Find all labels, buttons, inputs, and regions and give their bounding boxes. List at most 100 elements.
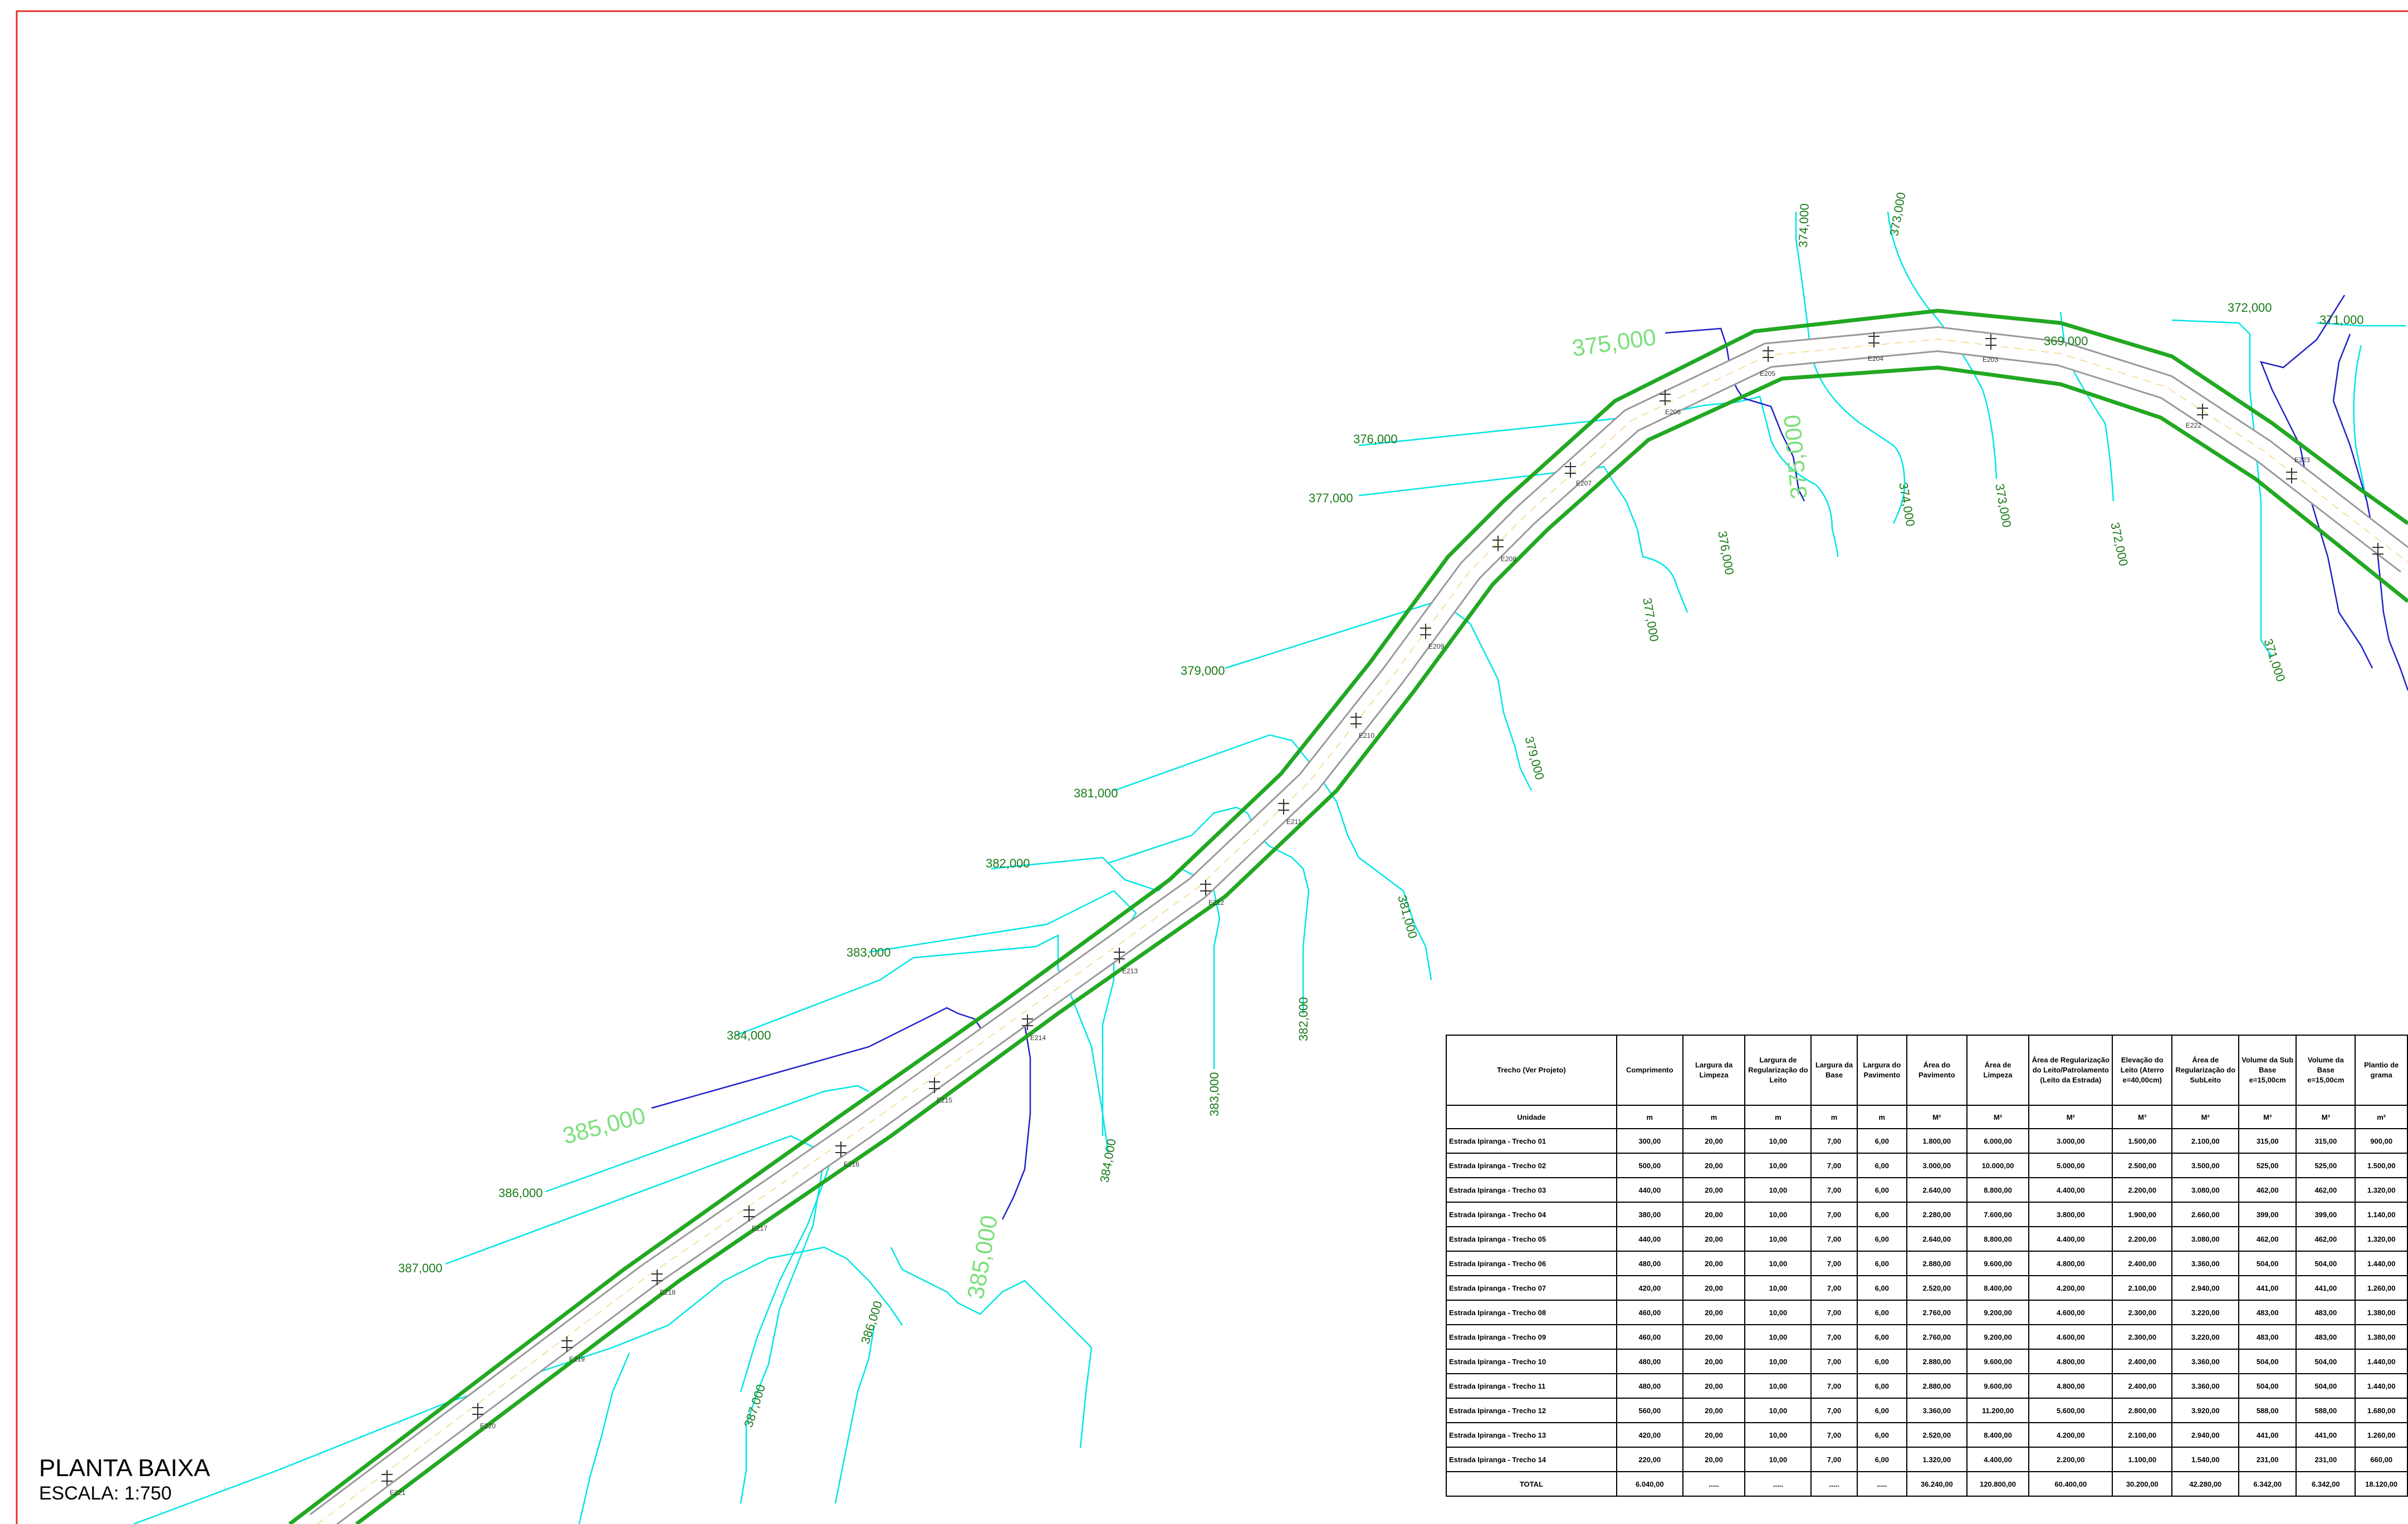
station-marker: E214 (1022, 1015, 1046, 1042)
table-cell: 2.200,00 (2028, 1447, 2113, 1472)
table-cell: 2.640,00 (1906, 1177, 1967, 1203)
row-label: Estrada Ipiranga - Trecho 02 (1446, 1153, 1617, 1178)
station-label: E205 (1760, 370, 1775, 378)
total-row: TOTAL 6.040,00.................... 36.240,… (1446, 1471, 2408, 1497)
table-cell: 2.400,00 (2112, 1373, 2173, 1399)
contour-label: 377,000 (1309, 491, 1353, 505)
contour-label: 382,000 (1296, 997, 1310, 1041)
table-cell: 4.200,00 (2028, 1275, 2113, 1301)
col-header: Largura de Regularização do Leito (1744, 1035, 1812, 1106)
col-header: Trecho (Ver Projeto) (1446, 1035, 1617, 1106)
table-cell: 11.200,00 (1966, 1398, 2030, 1423)
table-cell: 2.100,00 (2112, 1275, 2173, 1301)
table-cell: 10,00 (1744, 1128, 1812, 1154)
table-cell: 10,00 (1744, 1349, 1812, 1374)
table-cell: 3.000,00 (1906, 1153, 1967, 1178)
table-cell: 7,00 (1810, 1128, 1858, 1154)
table-cell: 3.080,00 (2171, 1177, 2240, 1203)
table-cell: 1.320,00 (1906, 1447, 1967, 1472)
table-cell: 6,00 (1856, 1177, 1908, 1203)
units-cell: m² (2355, 1105, 2408, 1129)
table-cell: 10,00 (1744, 1373, 1812, 1399)
table-cell: 1.500,00 (2355, 1153, 2408, 1178)
table-cell: 504,00 (2238, 1373, 2297, 1399)
contour-label: 382,000 (986, 856, 1030, 870)
table-cell: 9.600,00 (1966, 1349, 2030, 1374)
table-cell: 9.200,00 (1966, 1324, 2030, 1350)
contour-label: 377,000 (1640, 597, 1661, 643)
station-marker: E217 (743, 1206, 767, 1232)
table-cell: 4.400,00 (2028, 1177, 2113, 1203)
table-row: Estrada Ipiranga - Trecho 13 420,00 20,00 1… (1446, 1422, 2408, 1448)
table-cell: 10,00 (1744, 1300, 1812, 1325)
table-cell: 9.600,00 (1966, 1373, 2030, 1399)
table-cell: 2.940,00 (2171, 1275, 2240, 1301)
station-marker: E220 (472, 1403, 496, 1430)
station-marker: E223 (2286, 456, 2310, 483)
table-cell: 1.440,00 (2355, 1251, 2408, 1276)
row-label: Estrada Ipiranga - Trecho 13 (1446, 1422, 1617, 1448)
table-cell: 36.240,00 (1906, 1471, 1967, 1497)
col-header: Plantio de grama (2355, 1035, 2408, 1106)
table-cell: ..... (1856, 1471, 1908, 1497)
table-cell: 3.080,00 (2171, 1226, 2240, 1252)
table-cell: 6,00 (1856, 1373, 1908, 1399)
contour-label: 373,000 (1993, 483, 2014, 529)
table-cell: 462,00 (2296, 1226, 2356, 1252)
table-cell: 5.600,00 (2028, 1398, 2113, 1423)
table-row: Estrada Ipiranga - Trecho 14 220,00 20,00 1… (1446, 1447, 2408, 1472)
col-header: Elevação do Leito (Aterro e=40,00cm) (2112, 1035, 2173, 1106)
road-edge-left (288, 308, 2408, 1524)
station-label: E217 (752, 1224, 767, 1232)
title-block: PLANTA BAIXA ESCALA: 1:750 (39, 1454, 210, 1505)
station-label: E221 (390, 1489, 405, 1497)
table-cell: 1.260,00 (2355, 1275, 2408, 1301)
table-cell: 10,00 (1744, 1226, 1812, 1252)
table-cell: 5.000,00 (2028, 1153, 2113, 1178)
station-marker: E216 (835, 1141, 859, 1168)
table-cell: 6,00 (1856, 1275, 1908, 1301)
row-label: Estrada Ipiranga - Trecho 01 (1446, 1128, 1617, 1154)
table-cell: 420,00 (1616, 1275, 1683, 1301)
station-marker: E208 (1492, 536, 1516, 563)
table-cell: 483,00 (2296, 1324, 2356, 1350)
table-cell: 504,00 (2296, 1349, 2356, 1374)
contour-label: 381,000 (1395, 894, 1420, 940)
table-cell: 220,00 (1616, 1447, 1683, 1472)
table-cell: 10,00 (1744, 1177, 1812, 1203)
contour-label-major: 375,000 (1570, 324, 1658, 361)
table-cell: 7,00 (1810, 1398, 1858, 1423)
units-cell: m (1744, 1105, 1812, 1129)
station-label: E214 (1030, 1034, 1046, 1042)
station-label: E206 (1665, 408, 1681, 416)
station-marker: E207 (1565, 462, 1592, 487)
table-cell: 20,00 (1682, 1300, 1746, 1325)
table-cell: 42.280,00 (2171, 1471, 2240, 1497)
table-cell: 6,00 (1856, 1202, 1908, 1227)
table-cell: 10,00 (1744, 1324, 1812, 1350)
table-cell: 441,00 (2296, 1422, 2356, 1448)
table-cell: 462,00 (2238, 1226, 2297, 1252)
row-label: Estrada Ipiranga - Trecho 12 (1446, 1398, 1617, 1423)
table-cell: 588,00 (2296, 1398, 2356, 1423)
table-cell: 6,00 (1856, 1128, 1908, 1154)
station-marker: E219 (561, 1336, 585, 1363)
table-cell: 1.500,00 (2112, 1128, 2173, 1154)
table-cell: 20,00 (1682, 1324, 1746, 1350)
table-cell: 480,00 (1616, 1373, 1683, 1399)
table-cell: 7,00 (1810, 1177, 1858, 1203)
table-cell: ..... (1744, 1471, 1812, 1497)
contour-label: 386,000 (498, 1186, 543, 1200)
station-label: E215 (937, 1096, 952, 1104)
station-label: E223 (2294, 456, 2310, 464)
table-cell: 20,00 (1682, 1349, 1746, 1374)
table-cell: 2.100,00 (2171, 1128, 2240, 1154)
table-cell: 1.320,00 (2355, 1177, 2408, 1203)
table-row: Estrada Ipiranga - Trecho 04 380,00 20,00 1… (1446, 1202, 2408, 1227)
drawing-scale: ESCALA: 1:750 (39, 1483, 172, 1504)
table-cell: 420,00 (1616, 1422, 1683, 1448)
station-marker: E209 (1420, 624, 1444, 650)
table-cell: 1.800,00 (1906, 1128, 1967, 1154)
row-label: Estrada Ipiranga - Trecho 07 (1446, 1275, 1617, 1301)
contour-label: 379,000 (1522, 735, 1547, 781)
